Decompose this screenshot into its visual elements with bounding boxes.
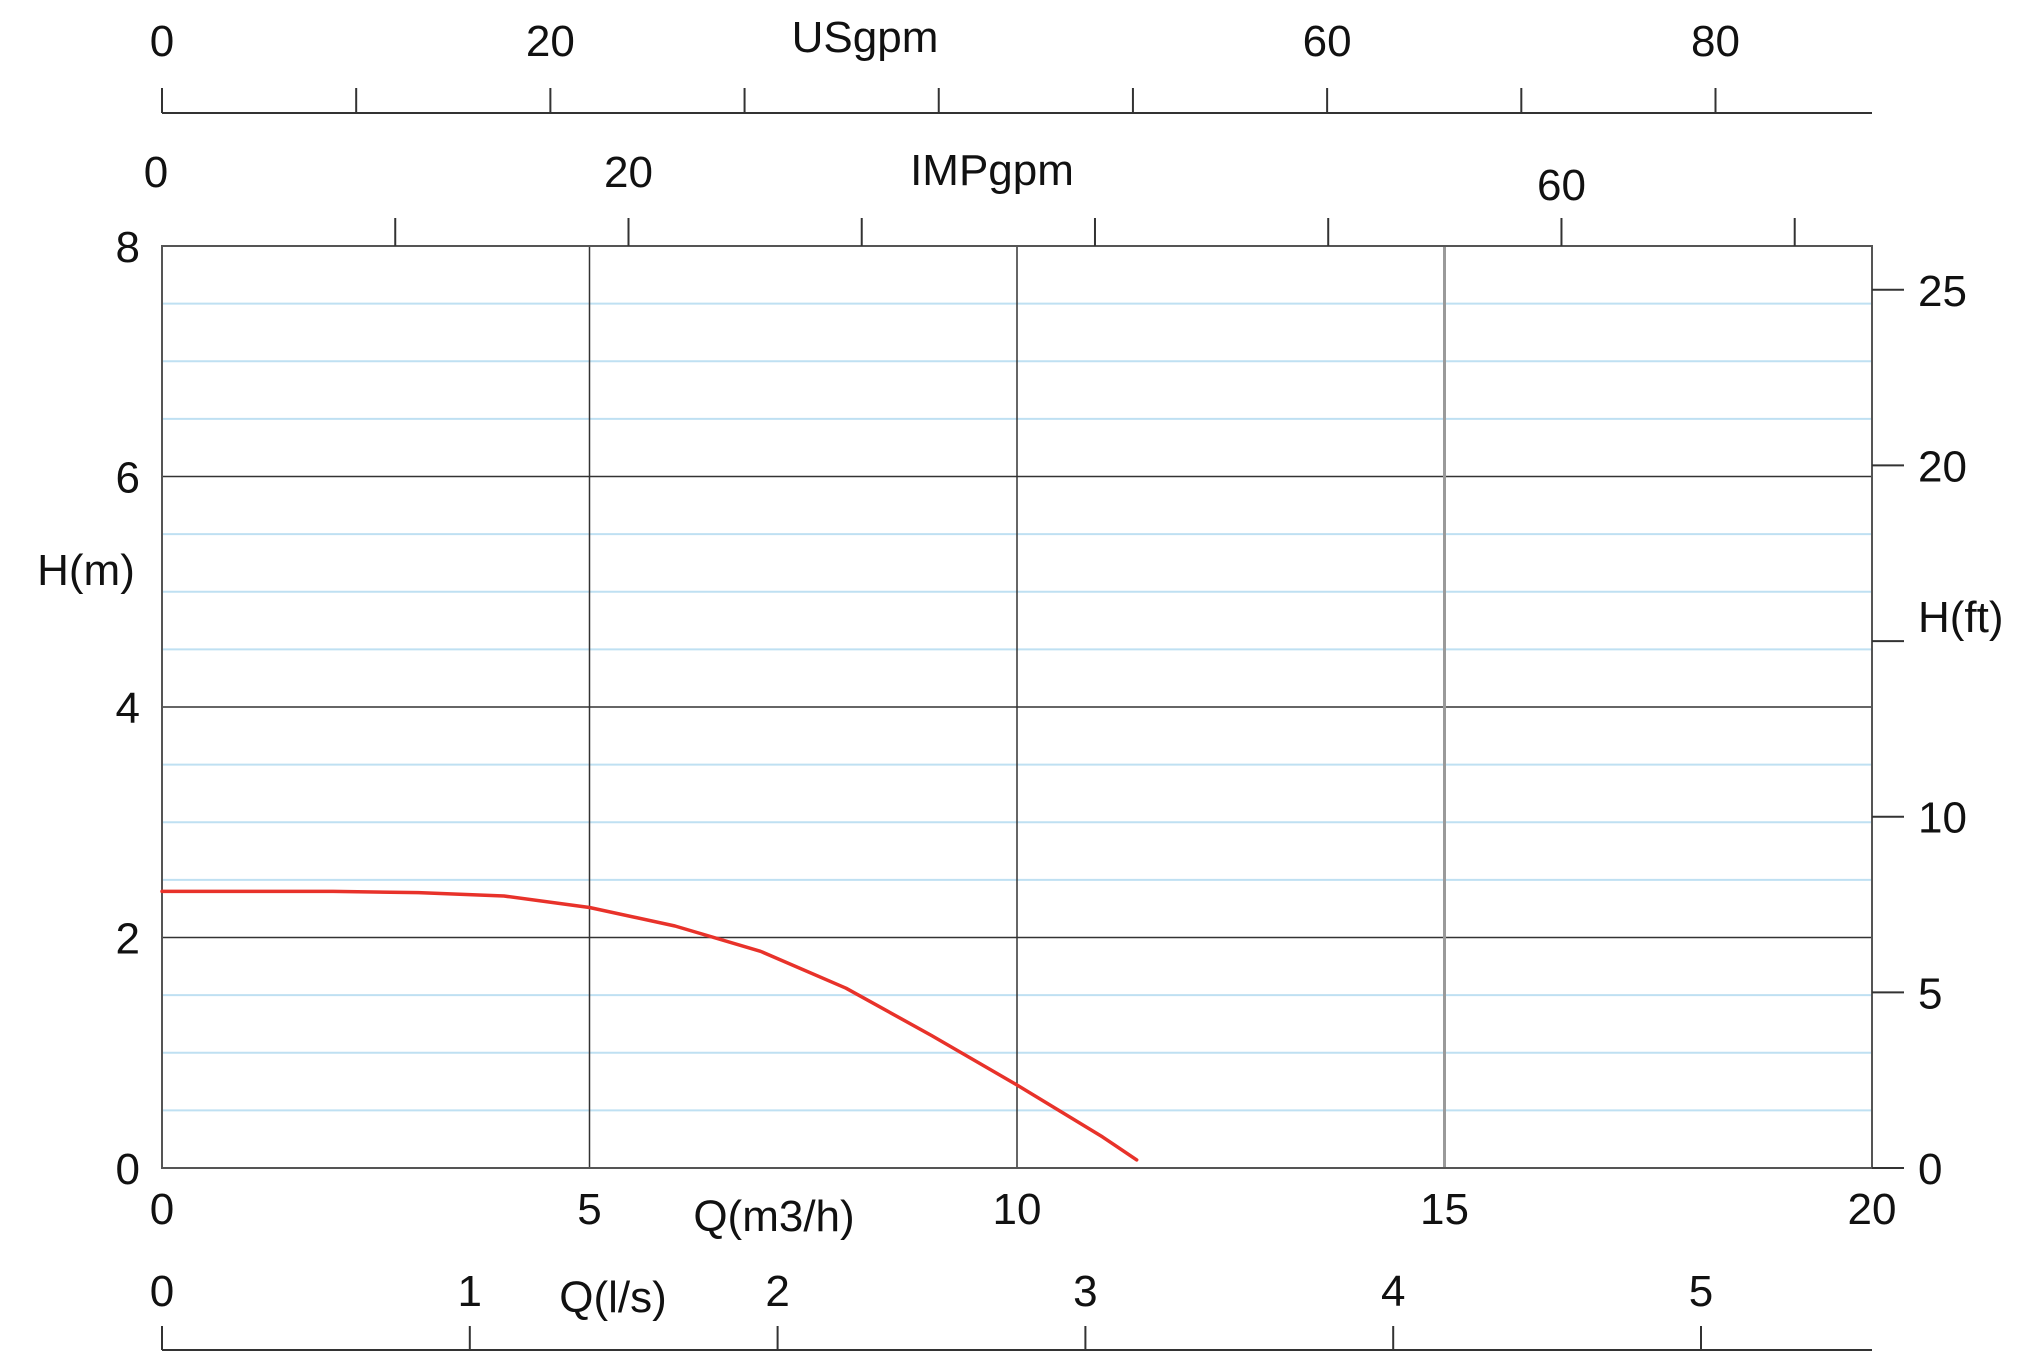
lps-tick-label: 3 <box>1073 1267 1097 1316</box>
right-tick-label: 20 <box>1918 442 1967 491</box>
imp-tick-label: 20 <box>604 148 653 197</box>
y-tick-label: 0 <box>116 1145 140 1194</box>
lps-tick-label: 0 <box>150 1267 174 1316</box>
imp-tick-label: 0 <box>144 148 168 197</box>
x-tick-label: 5 <box>577 1185 601 1234</box>
us-tick-label: 60 <box>1303 17 1352 66</box>
imp-axis-title: IMPgpm <box>910 146 1074 195</box>
x-tick-label: 20 <box>1848 1185 1897 1234</box>
right-tick-label: 25 <box>1918 267 1967 316</box>
performance-curve <box>160 889 1139 1162</box>
series-group <box>160 889 1139 1162</box>
lps-axis-title: Q(l/s) <box>559 1273 667 1322</box>
x-axis-title: Q(m3/h) <box>693 1192 854 1241</box>
lps-tick-label: 1 <box>458 1267 482 1316</box>
grid <box>162 246 1872 1168</box>
y-tick-label: 2 <box>116 915 140 964</box>
right-tick-label: 5 <box>1918 969 1942 1018</box>
imp-tick-label: 60 <box>1537 161 1586 210</box>
us-tick-label: 20 <box>526 17 575 66</box>
right-axis-title: H(ft) <box>1918 593 2004 642</box>
plot-border <box>161 245 1873 1169</box>
lps-tick-label: 2 <box>765 1267 789 1316</box>
right-tick-label: 10 <box>1918 794 1967 843</box>
right-tick-label: 0 <box>1918 1145 1942 1194</box>
y-axis-title: H(m) <box>37 546 135 595</box>
us-axis-title: USgpm <box>792 13 939 62</box>
us-tick-label: 80 <box>1691 17 1740 66</box>
x-tick-label: 10 <box>993 1185 1042 1234</box>
axis-titles: USgpm IMPgpm H(m) H(ft) Q(m3/h) Q(l/s) <box>37 13 2003 1322</box>
lps-tick-label: 5 <box>1689 1267 1713 1316</box>
x-tick-label: 15 <box>1420 1185 1469 1234</box>
plot-frame <box>161 245 1873 1169</box>
y-tick-label: 4 <box>116 684 140 733</box>
x-tick-label: 0 <box>150 1185 174 1234</box>
us-tick-label: 0 <box>150 17 174 66</box>
y-tick-label: 8 <box>116 223 140 272</box>
lps-tick-label: 4 <box>1381 1267 1405 1316</box>
y-tick-label: 6 <box>116 454 140 503</box>
